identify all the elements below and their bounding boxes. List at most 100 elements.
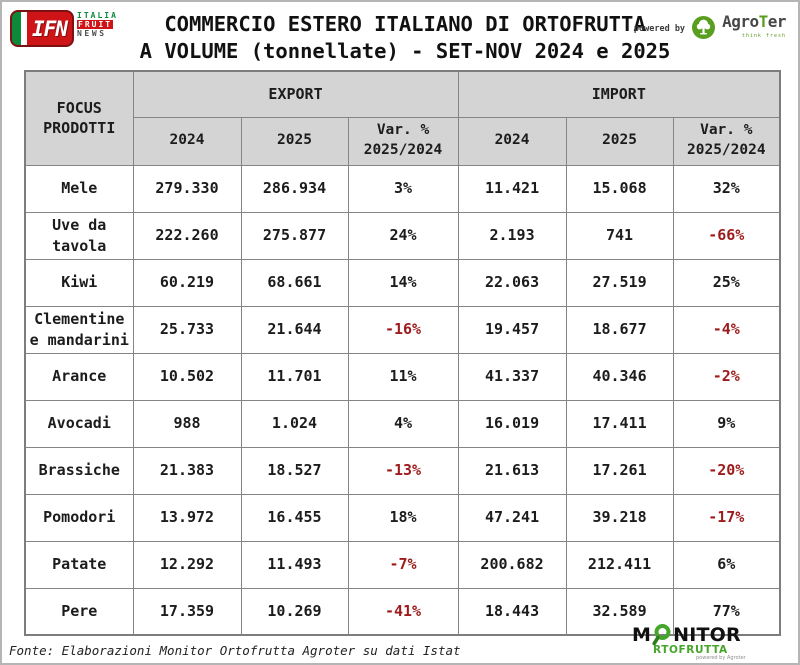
cell-import-var: 25% [672,258,781,307]
cell-export-var: 24% [347,211,459,260]
cell-export-2024: 10.502 [132,352,242,401]
page-title: COMMERCIO ESTERO ITALIANO DI ORTOFRUTTA … [112,11,698,65]
header-import-var: Var. % 2025/2024 [672,116,781,166]
cell-product: Brassiche [24,446,134,495]
page-title-line2: A VOLUME (tonnellate) - SET-NOV 2024 e 2… [139,39,671,63]
header-export-var: Var. % 2025/2024 [347,116,459,166]
cell-import-2025: 15.068 [565,164,674,213]
agroter-logo: powered by AgroTer think fresh [633,14,787,44]
cell-export-var: 4% [347,399,459,448]
table-row: Uve da tavola 222.260 275.877 24% 2.193 … [24,211,781,260]
cell-export-var: 3% [347,164,459,213]
ifn-word-italia: ITALIA [77,11,118,20]
header-export-2024: 2024 [132,116,242,166]
cell-export-2025: 275.877 [240,211,349,260]
cell-import-2024: 19.457 [457,305,567,354]
cell-product: Uve da tavola [24,211,134,260]
table-row: Kiwi 60.219 68.661 14% 22.063 27.519 25% [24,258,781,307]
cell-export-2024: 17.359 [132,587,242,636]
table-row: Patate 12.292 11.493 -7% 200.682 212.411… [24,540,781,589]
cell-export-2024: 13.972 [132,493,242,542]
cell-import-var: -20% [672,446,781,495]
cell-import-2025: 32.589 [565,587,674,636]
cell-export-var: 11% [347,352,459,401]
magnifier-icon [652,623,672,650]
agroter-word-agro: Agro [722,12,759,31]
cell-import-var: 9% [672,399,781,448]
cell-import-2024: 11.421 [457,164,567,213]
cell-export-2025: 11.701 [240,352,349,401]
ifn-flag-green-stripe [12,12,21,45]
agroter-word-t: T [758,12,769,31]
powered-by-label: powered by [633,24,686,34]
cell-export-2024: 279.330 [132,164,242,213]
cell-import-2025: 39.218 [565,493,674,542]
cell-export-2025: 21.644 [240,305,349,354]
table-group-header-row: FOCUS PRODOTTI EXPORT IMPORT [24,70,781,166]
cell-import-var: 6% [672,540,781,589]
header-import-2025: 2025 [565,116,674,166]
table-subheader-row: 2024 2025 Var. % 2025/2024 2024 2025 Var… [25,116,781,166]
cell-export-var: -13% [347,446,459,495]
table-row: Clementine e mandarini 25.733 21.644 -16… [24,305,781,354]
cell-export-2024: 12.292 [132,540,242,589]
header-import-2024: 2024 [457,116,567,166]
cell-export-2025: 286.934 [240,164,349,213]
table-row: Arance 10.502 11.701 11% 41.337 40.346 -… [24,352,781,401]
cell-import-var: 77% [672,587,781,636]
ifn-wordmark: ITALIA FRUIT NEWS [77,11,118,38]
cell-import-var: -17% [672,493,781,542]
cell-import-2024: 16.019 [457,399,567,448]
cell-import-2025: 17.261 [565,446,674,495]
header-export-group: EXPORT [132,70,459,118]
cell-export-var: 14% [347,258,459,307]
cell-export-2025: 11.493 [240,540,349,589]
header-focus-prodotti: FOCUS PRODOTTI [24,70,134,166]
cell-export-var: -16% [347,305,459,354]
cell-import-2025: 212.411 [565,540,674,589]
cell-export-2025: 1.024 [240,399,349,448]
cell-product: Avocadi [24,399,134,448]
agroter-word-er: er [767,12,787,31]
cell-export-2024: 222.260 [132,211,242,260]
cell-import-2024: 22.063 [457,258,567,307]
agroter-tagline: think fresh [741,33,786,39]
ifn-word-news: NEWS [77,29,107,38]
table-row: Mele 279.330 286.934 3% 11.421 15.068 32… [24,164,781,213]
cell-import-var: 32% [672,164,781,213]
cell-export-var: 18% [347,493,459,542]
cell-product: Arance [24,352,134,401]
monitor-word-rtofrutta: RTOFRUTTA [653,643,728,656]
cell-product: Pomodori [24,493,134,542]
cell-export-2025: 68.661 [240,258,349,307]
cell-export-var: -7% [347,540,459,589]
cell-export-2025: 18.527 [240,446,349,495]
cell-import-var: -4% [672,305,781,354]
cell-import-2025: 27.519 [565,258,674,307]
cell-import-var: -66% [672,211,781,260]
cell-product: Pere [24,587,134,636]
agroter-wordmark: AgroTer think fresh [722,14,786,44]
table-row: Pomodori 13.972 16.455 18% 47.241 39.218… [24,493,781,542]
monitor-ortofrutta-logo: M NITOR RTOFRUTTA powered by Agroter [632,623,784,662]
cell-export-2024: 60.219 [132,258,242,307]
ifn-flag-white-stripe [21,12,27,45]
ifn-word-fruit: FRUIT [77,20,114,29]
cell-import-2024: 2.193 [457,211,567,260]
cell-export-var: -41% [347,587,459,636]
cell-import-2025: 741 [565,211,674,260]
header-export-2025: 2025 [240,116,349,166]
cell-export-2024: 21.383 [132,446,242,495]
cell-export-2024: 988 [132,399,242,448]
cell-export-2025: 10.269 [240,587,349,636]
monitor-word-m: M [632,624,652,646]
table-row: Avocadi 988 1.024 4% 16.019 17.411 9% [24,399,781,448]
table-row: Pere 17.359 10.269 -41% 18.443 32.589 77… [24,587,781,636]
source-note: Fonte: Elaborazioni Monitor Ortofrutta A… [9,643,461,658]
ifn-logo-box: IFN [10,10,74,47]
cell-product: Patate [24,540,134,589]
trade-table: FOCUS PRODOTTI EXPORT IMPORT 2024 2025 V… [24,70,782,636]
cell-product: Kiwi [24,258,134,307]
header-import-group: IMPORT [457,70,781,118]
